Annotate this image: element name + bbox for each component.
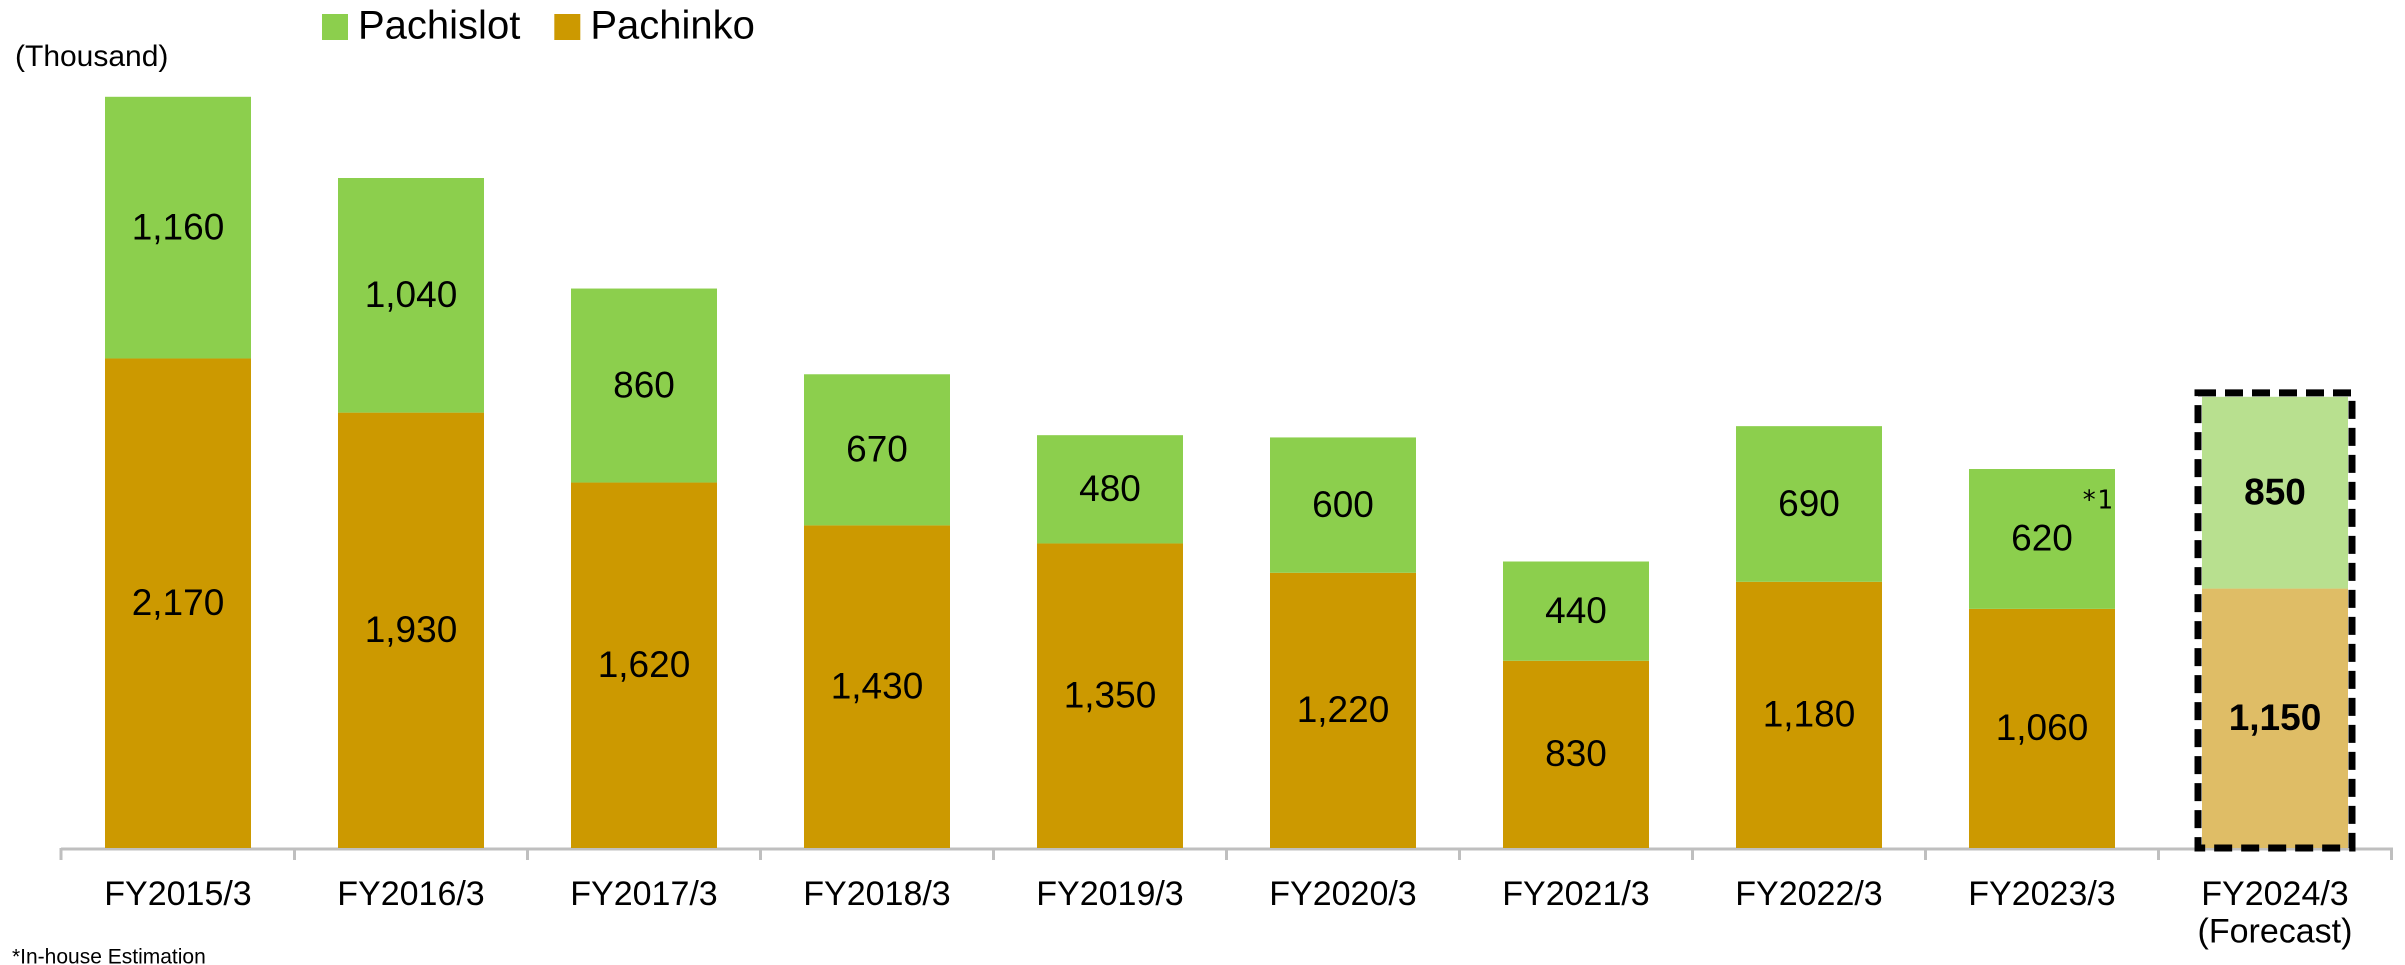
- data-label: 1,060: [1996, 707, 2089, 748]
- data-label: 1,180: [1763, 694, 1856, 735]
- data-label: 690: [1778, 483, 1840, 524]
- data-label: 1,620: [598, 644, 691, 685]
- bar-segment: [1037, 435, 1183, 544]
- bar-segment: [1736, 581, 1882, 848]
- x-tick-label: FY2019/3: [1036, 875, 1183, 913]
- data-label: 620: [2011, 518, 2073, 559]
- legend-label: Pachinko: [590, 4, 755, 48]
- data-label: 1,220: [1297, 689, 1390, 730]
- x-tick-label: FY2024/3 (Forecast): [2198, 875, 2353, 950]
- bar-segment: [338, 412, 484, 848]
- bar-segment: [804, 525, 950, 848]
- bar-segment: [1037, 543, 1183, 848]
- legend-swatch: [554, 14, 581, 40]
- bar-segment: [1969, 608, 2115, 848]
- bar-segment: [2202, 588, 2348, 848]
- data-label: 1,150: [2229, 697, 2322, 738]
- data-label: 1,930: [365, 609, 458, 650]
- bar-segment: [1503, 561, 1649, 661]
- bar-segment: [571, 482, 717, 848]
- bar-segment: [1736, 426, 1882, 582]
- bar-segment: [1270, 437, 1416, 573]
- x-tick-label: FY2017/3: [570, 875, 717, 913]
- legend-swatch: [322, 14, 348, 40]
- data-label: 1,040: [365, 274, 458, 315]
- bar-segment: [338, 178, 484, 413]
- bar-segment: [804, 374, 950, 526]
- data-label: 830: [1545, 733, 1607, 774]
- bar-segment: [571, 288, 717, 483]
- bar-segment: [1503, 660, 1649, 848]
- data-label: 480: [1079, 468, 1141, 509]
- data-label: 1,430: [831, 665, 924, 706]
- bar-segment: [105, 96, 251, 359]
- bar-segment: [105, 358, 251, 848]
- x-tick-label: FY2021/3: [1502, 875, 1649, 913]
- bar-segment: [2202, 396, 2348, 589]
- x-tick-label: FY2023/3: [1968, 875, 2115, 913]
- legend-label: Pachislot: [358, 4, 520, 48]
- unit-label: (Thousand): [15, 40, 168, 73]
- bar-segment: [1969, 469, 2115, 609]
- annotation: *1: [2081, 486, 2112, 516]
- data-label: 440: [1545, 590, 1607, 631]
- data-label: 1,350: [1064, 675, 1157, 716]
- footnote: *In-house Estimation: [12, 946, 206, 965]
- data-label: 600: [1312, 484, 1374, 525]
- bar-segment: [1270, 572, 1416, 848]
- data-label: 2,170: [132, 582, 225, 623]
- x-tick-label: FY2016/3: [337, 875, 484, 913]
- data-label: 860: [613, 364, 675, 405]
- x-tick-label: FY2018/3: [803, 875, 950, 913]
- x-tick-label: FY2020/3: [1269, 875, 1416, 913]
- x-tick-label: FY2022/3: [1735, 875, 1882, 913]
- data-label: 670: [846, 429, 908, 470]
- x-tick-label: FY2015/3: [104, 875, 251, 913]
- data-label: 850: [2244, 471, 2306, 512]
- data-label: 1,160: [132, 206, 225, 247]
- forecast-frame: [2194, 389, 2356, 852]
